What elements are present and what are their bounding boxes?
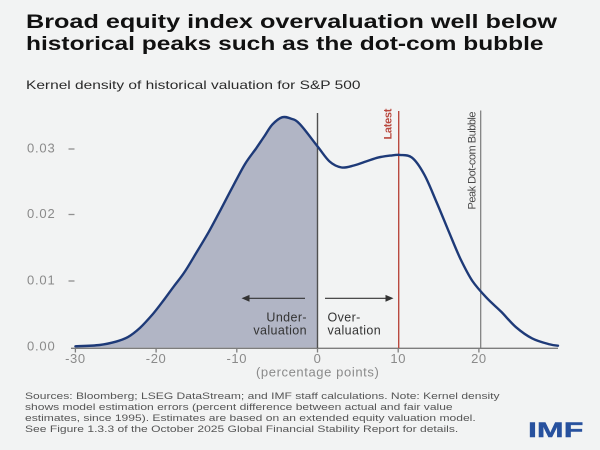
svg-text:Latest: Latest xyxy=(383,108,395,139)
svg-text:Over-: Over- xyxy=(328,311,361,325)
svg-text:10: 10 xyxy=(390,351,406,366)
svg-text:valuation: valuation xyxy=(253,324,307,338)
svg-text:valuation: valuation xyxy=(328,324,382,338)
svg-text:20: 20 xyxy=(471,351,487,366)
svg-text:0.03: 0.03 xyxy=(27,141,56,156)
svg-text:-20: -20 xyxy=(146,351,167,366)
svg-text:Peak Dot-com Bubble: Peak Dot-com Bubble xyxy=(467,112,479,210)
svg-text:Under-: Under- xyxy=(266,311,307,325)
svg-text:-10: -10 xyxy=(227,351,248,366)
svg-text:0: 0 xyxy=(314,351,322,366)
svg-text:0.02: 0.02 xyxy=(27,206,56,221)
svg-text:0.00: 0.00 xyxy=(27,339,56,354)
svg-text:-30: -30 xyxy=(65,351,86,366)
svg-text:(percentage points): (percentage points) xyxy=(256,364,379,379)
svg-text:0.01: 0.01 xyxy=(27,273,56,288)
